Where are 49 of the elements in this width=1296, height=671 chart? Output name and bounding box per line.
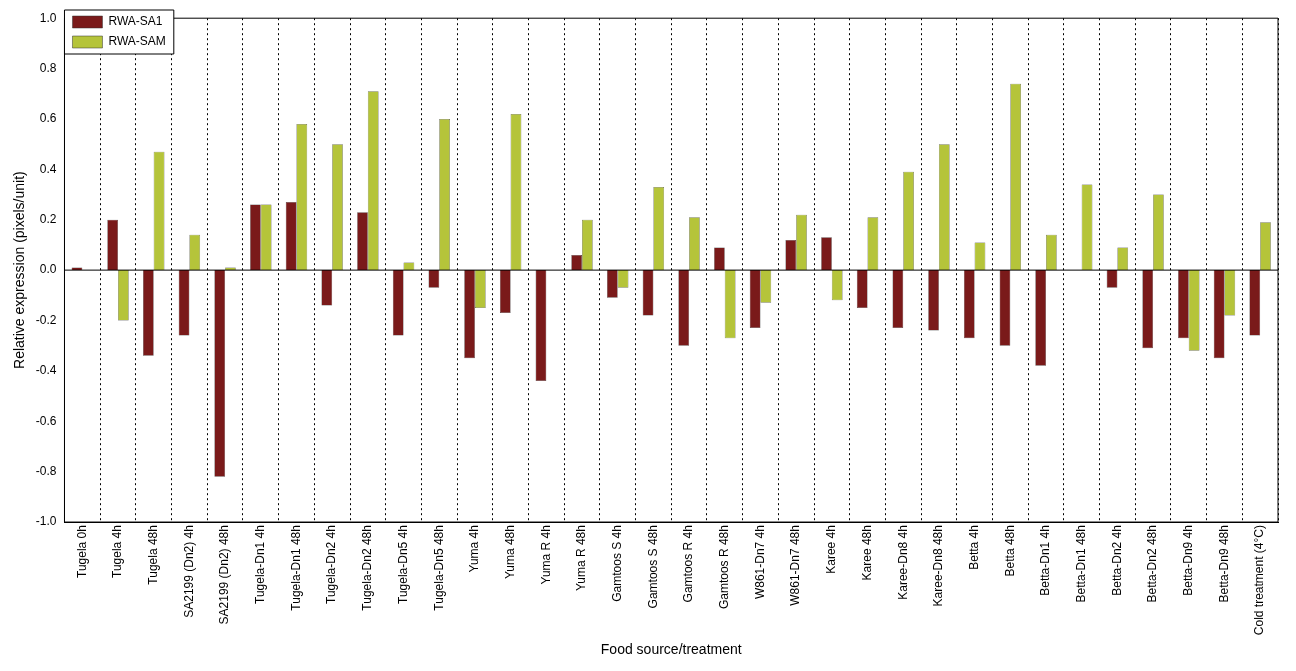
x-tick-label: Betta-Dn9 48h xyxy=(1216,525,1231,603)
x-tick-label: Betta-Dn2 4h xyxy=(1109,525,1124,596)
x-tick-label: Tugela-Dn1 4h xyxy=(253,525,268,604)
x-tick-label: Yuma 48h xyxy=(502,525,517,580)
x-tick-label: Tugela-Dn5 48h xyxy=(431,525,446,611)
y-tick-label: 0.2 xyxy=(39,212,57,227)
x-tick-label: Yuma R 4h xyxy=(538,525,553,585)
x-tick-label: W861-Dn7 48h xyxy=(788,525,803,606)
y-tick-label: 0.8 xyxy=(39,60,57,75)
legend-label: RWA-SA1 xyxy=(108,14,163,29)
x-tick-label: Gamtoos S 48h xyxy=(645,525,660,609)
x-tick-label: SA2199 (Dn2) 4h xyxy=(181,525,196,618)
y-tick-label: -0.6 xyxy=(35,413,57,428)
x-tick-label: Yuma R 48h xyxy=(574,525,589,592)
x-tick-label: Tugela 48h xyxy=(146,525,161,585)
y-tick-label: 0.0 xyxy=(39,262,57,277)
legend-label: RWA-SAM xyxy=(108,34,166,49)
x-tick-label: W861-Dn7 4h xyxy=(752,525,767,600)
x-tick-label: Betta-Dn1 48h xyxy=(1074,525,1089,603)
x-tick-label: Karee 48h xyxy=(859,525,874,581)
x-tick-label: Tugela 0h xyxy=(74,525,89,578)
x-tick-label: Betta 4h xyxy=(966,525,981,570)
x-tick-label: Tugela-Dn1 48h xyxy=(288,525,303,611)
x-tick-label: Betta-Dn1 4h xyxy=(1038,525,1053,596)
y-tick-label: -0.2 xyxy=(35,312,57,327)
y-tick-label: -0.4 xyxy=(35,363,57,378)
x-tick-label: Gamtoos R 48h xyxy=(717,525,732,610)
y-tick-label: -0.8 xyxy=(35,463,57,478)
x-tick-label: Tugela-Dn5 4h xyxy=(395,525,410,604)
x-tick-label: Gamtoos S 4h xyxy=(610,525,625,602)
x-tick-label: Karee-Dn8 4h xyxy=(895,525,910,600)
x-tick-label: Karee 4h xyxy=(824,525,839,574)
y-tick-label: -1.0 xyxy=(35,514,57,529)
x-tick-label: SA2199 (Dn2) 48h xyxy=(217,525,232,625)
x-tick-label: Yuma 4h xyxy=(467,525,482,573)
x-tick-label: Betta-Dn2 48h xyxy=(1145,525,1160,603)
x-tick-label: Tugela-Dn2 4h xyxy=(324,525,339,604)
y-tick-label: 1.0 xyxy=(39,10,57,25)
x-tick-label: Betta 48h xyxy=(1002,525,1017,577)
x-tick-label: Betta-Dn9 4h xyxy=(1181,525,1196,596)
x-tick-label: Cold treatment (4°C) xyxy=(1252,525,1267,636)
x-tick-label: Karee-Dn8 48h xyxy=(931,525,946,607)
x-tick-label: Tugela-Dn2 48h xyxy=(360,525,375,611)
y-tick-label: 0.4 xyxy=(39,161,57,176)
y-axis-title: Relative expression (pixels/unit) xyxy=(11,171,28,369)
x-tick-label: Gamtoos R 4h xyxy=(681,525,696,603)
x-axis-title: Food source/treatment xyxy=(600,641,742,658)
y-tick-label: 0.6 xyxy=(39,111,57,126)
x-tick-label: Tugela 4h xyxy=(110,525,125,578)
